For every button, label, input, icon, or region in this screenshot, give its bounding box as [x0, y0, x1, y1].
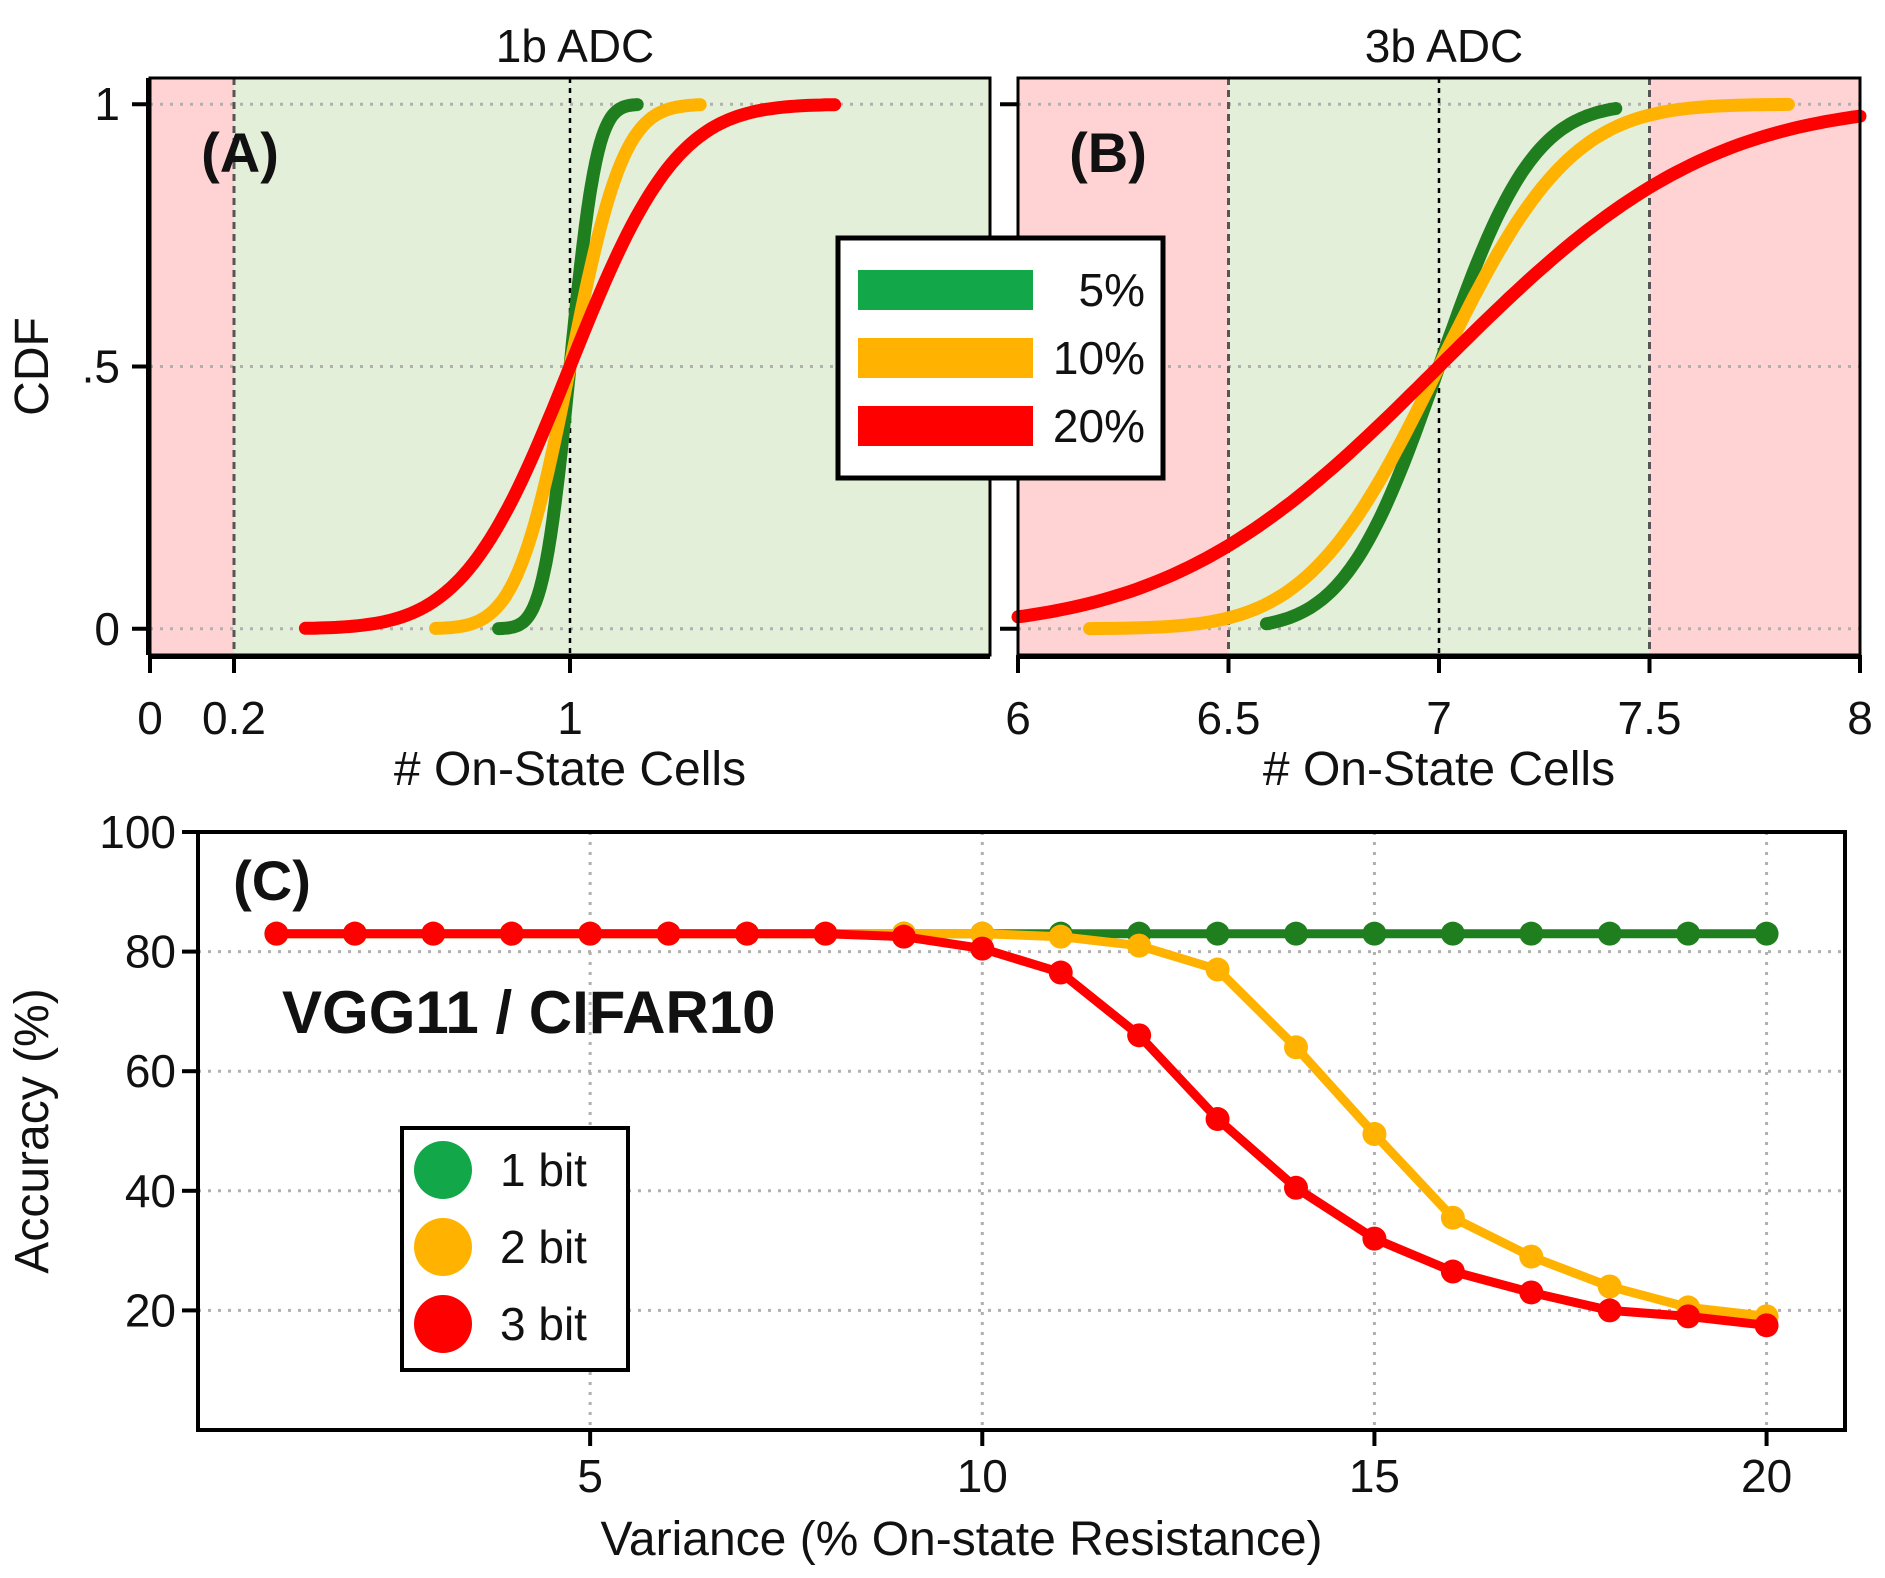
y-tick-label: .5: [82, 341, 120, 393]
panel-c: 5 10 15 20 20 40 60 80 100 Variance (% On-state R…: [6, 806, 1847, 1566]
data-point: [1205, 957, 1230, 982]
panel-letter: (A): [201, 121, 279, 184]
x-tick-label: 20: [1741, 1450, 1792, 1502]
data-point: [499, 921, 524, 946]
data-point: [1440, 1259, 1465, 1284]
data-point: [891, 924, 916, 949]
data-point: [1205, 921, 1230, 946]
legend-accuracy: 1 bit 2 bit 3 bit: [400, 1126, 630, 1372]
panel-letter: (C): [233, 849, 311, 912]
data-point: [813, 921, 838, 946]
panel-title: 3b ADC: [1365, 20, 1524, 72]
data-point: [421, 921, 446, 946]
legend-label: 5%: [1079, 264, 1145, 316]
data-point: [1127, 933, 1152, 958]
legend-label: 1 bit: [500, 1144, 587, 1196]
cdf-curve-20pct: [298, 98, 842, 635]
data-point: [1362, 1226, 1387, 1251]
legend-label: 2 bit: [500, 1221, 587, 1273]
y-tick-label: 100: [99, 806, 176, 858]
data-point: [1362, 921, 1387, 946]
x-tick-label: 6: [1005, 692, 1031, 744]
x-axis-title: # On-State Cells: [394, 743, 746, 796]
legend-label: 10%: [1053, 332, 1145, 384]
y-axis-title: CDF: [6, 317, 59, 416]
panel-letter: (B): [1069, 121, 1147, 184]
data-point: [1048, 960, 1073, 985]
data-point: [1754, 921, 1779, 946]
legend-marker-1: [414, 1218, 472, 1276]
data-point: [1440, 921, 1465, 946]
panel-title: 1b ADC: [496, 20, 655, 72]
x-tick-label: 7.5: [1618, 692, 1682, 744]
data-point: [264, 921, 289, 946]
legend-swatch-2: [858, 406, 1033, 446]
legend-cdf: 5% 10% 20%: [835, 235, 1166, 481]
data-point: [1127, 1023, 1152, 1048]
x-tick-label: 0: [137, 692, 163, 744]
y-axis-title: Accuracy (%): [6, 988, 59, 1273]
data-point: [1676, 921, 1701, 946]
data-point: [735, 921, 759, 946]
legend-swatch-0: [858, 270, 1033, 310]
data-point: [1519, 921, 1544, 946]
x-tick-label: 8: [1847, 692, 1873, 744]
data-point: [1440, 1205, 1465, 1230]
y-tick-label: 80: [125, 926, 176, 978]
data-point: [578, 921, 603, 946]
data-point: [1597, 1274, 1622, 1299]
legend-marker-2: [414, 1295, 472, 1353]
legend-marker-0: [414, 1141, 472, 1199]
x-tick-label: 1: [557, 692, 583, 744]
x-tick-label: 0.2: [202, 692, 266, 744]
x-axis-title: Variance (% On-state Resistance): [600, 1513, 1322, 1566]
data-point: [1519, 1244, 1544, 1269]
data-point: [1597, 921, 1622, 946]
y-tick-label: 20: [125, 1284, 176, 1336]
data-point: [1284, 1175, 1308, 1200]
y-tick-label: 1: [94, 78, 120, 130]
data-point: [1048, 924, 1073, 949]
legend-swatch-1: [858, 338, 1033, 378]
data-point: [656, 921, 681, 946]
plot-frame: [196, 830, 1847, 1432]
data-point: [1284, 1035, 1308, 1060]
y-tick-label: 60: [125, 1045, 176, 1097]
data-point: [1284, 921, 1308, 946]
data-point: [1519, 1280, 1544, 1305]
y-tick-label: 0: [94, 603, 120, 655]
x-tick-label: 15: [1349, 1450, 1400, 1502]
cdf-curve-20pct: [1011, 109, 1867, 624]
data-point: [342, 921, 367, 946]
data-point: [1676, 1304, 1701, 1329]
legend-label: 20%: [1053, 400, 1145, 452]
x-tick-label: 10: [957, 1450, 1008, 1502]
data-point: [1205, 1107, 1230, 1132]
legend-label: 3 bit: [500, 1298, 587, 1350]
series-line-3-bit: [276, 929, 1768, 1330]
x-tick-label: 5: [577, 1450, 603, 1502]
data-point: [1754, 1313, 1779, 1338]
data-point: [1362, 1121, 1387, 1146]
data-point: [970, 936, 995, 961]
x-axis-title: # On-State Cells: [1263, 743, 1615, 796]
y-tick-label: 40: [125, 1165, 176, 1217]
panel-b: 6 6.5 7 7.5 8 # On-State Cells 3b ADC (B): [1000, 20, 1873, 796]
data-point: [1597, 1298, 1622, 1323]
x-tick-label: 6.5: [1197, 692, 1261, 744]
dataset-annotation: VGG11 / CIFAR10: [282, 979, 776, 1046]
x-tick-label: 7: [1426, 692, 1452, 744]
